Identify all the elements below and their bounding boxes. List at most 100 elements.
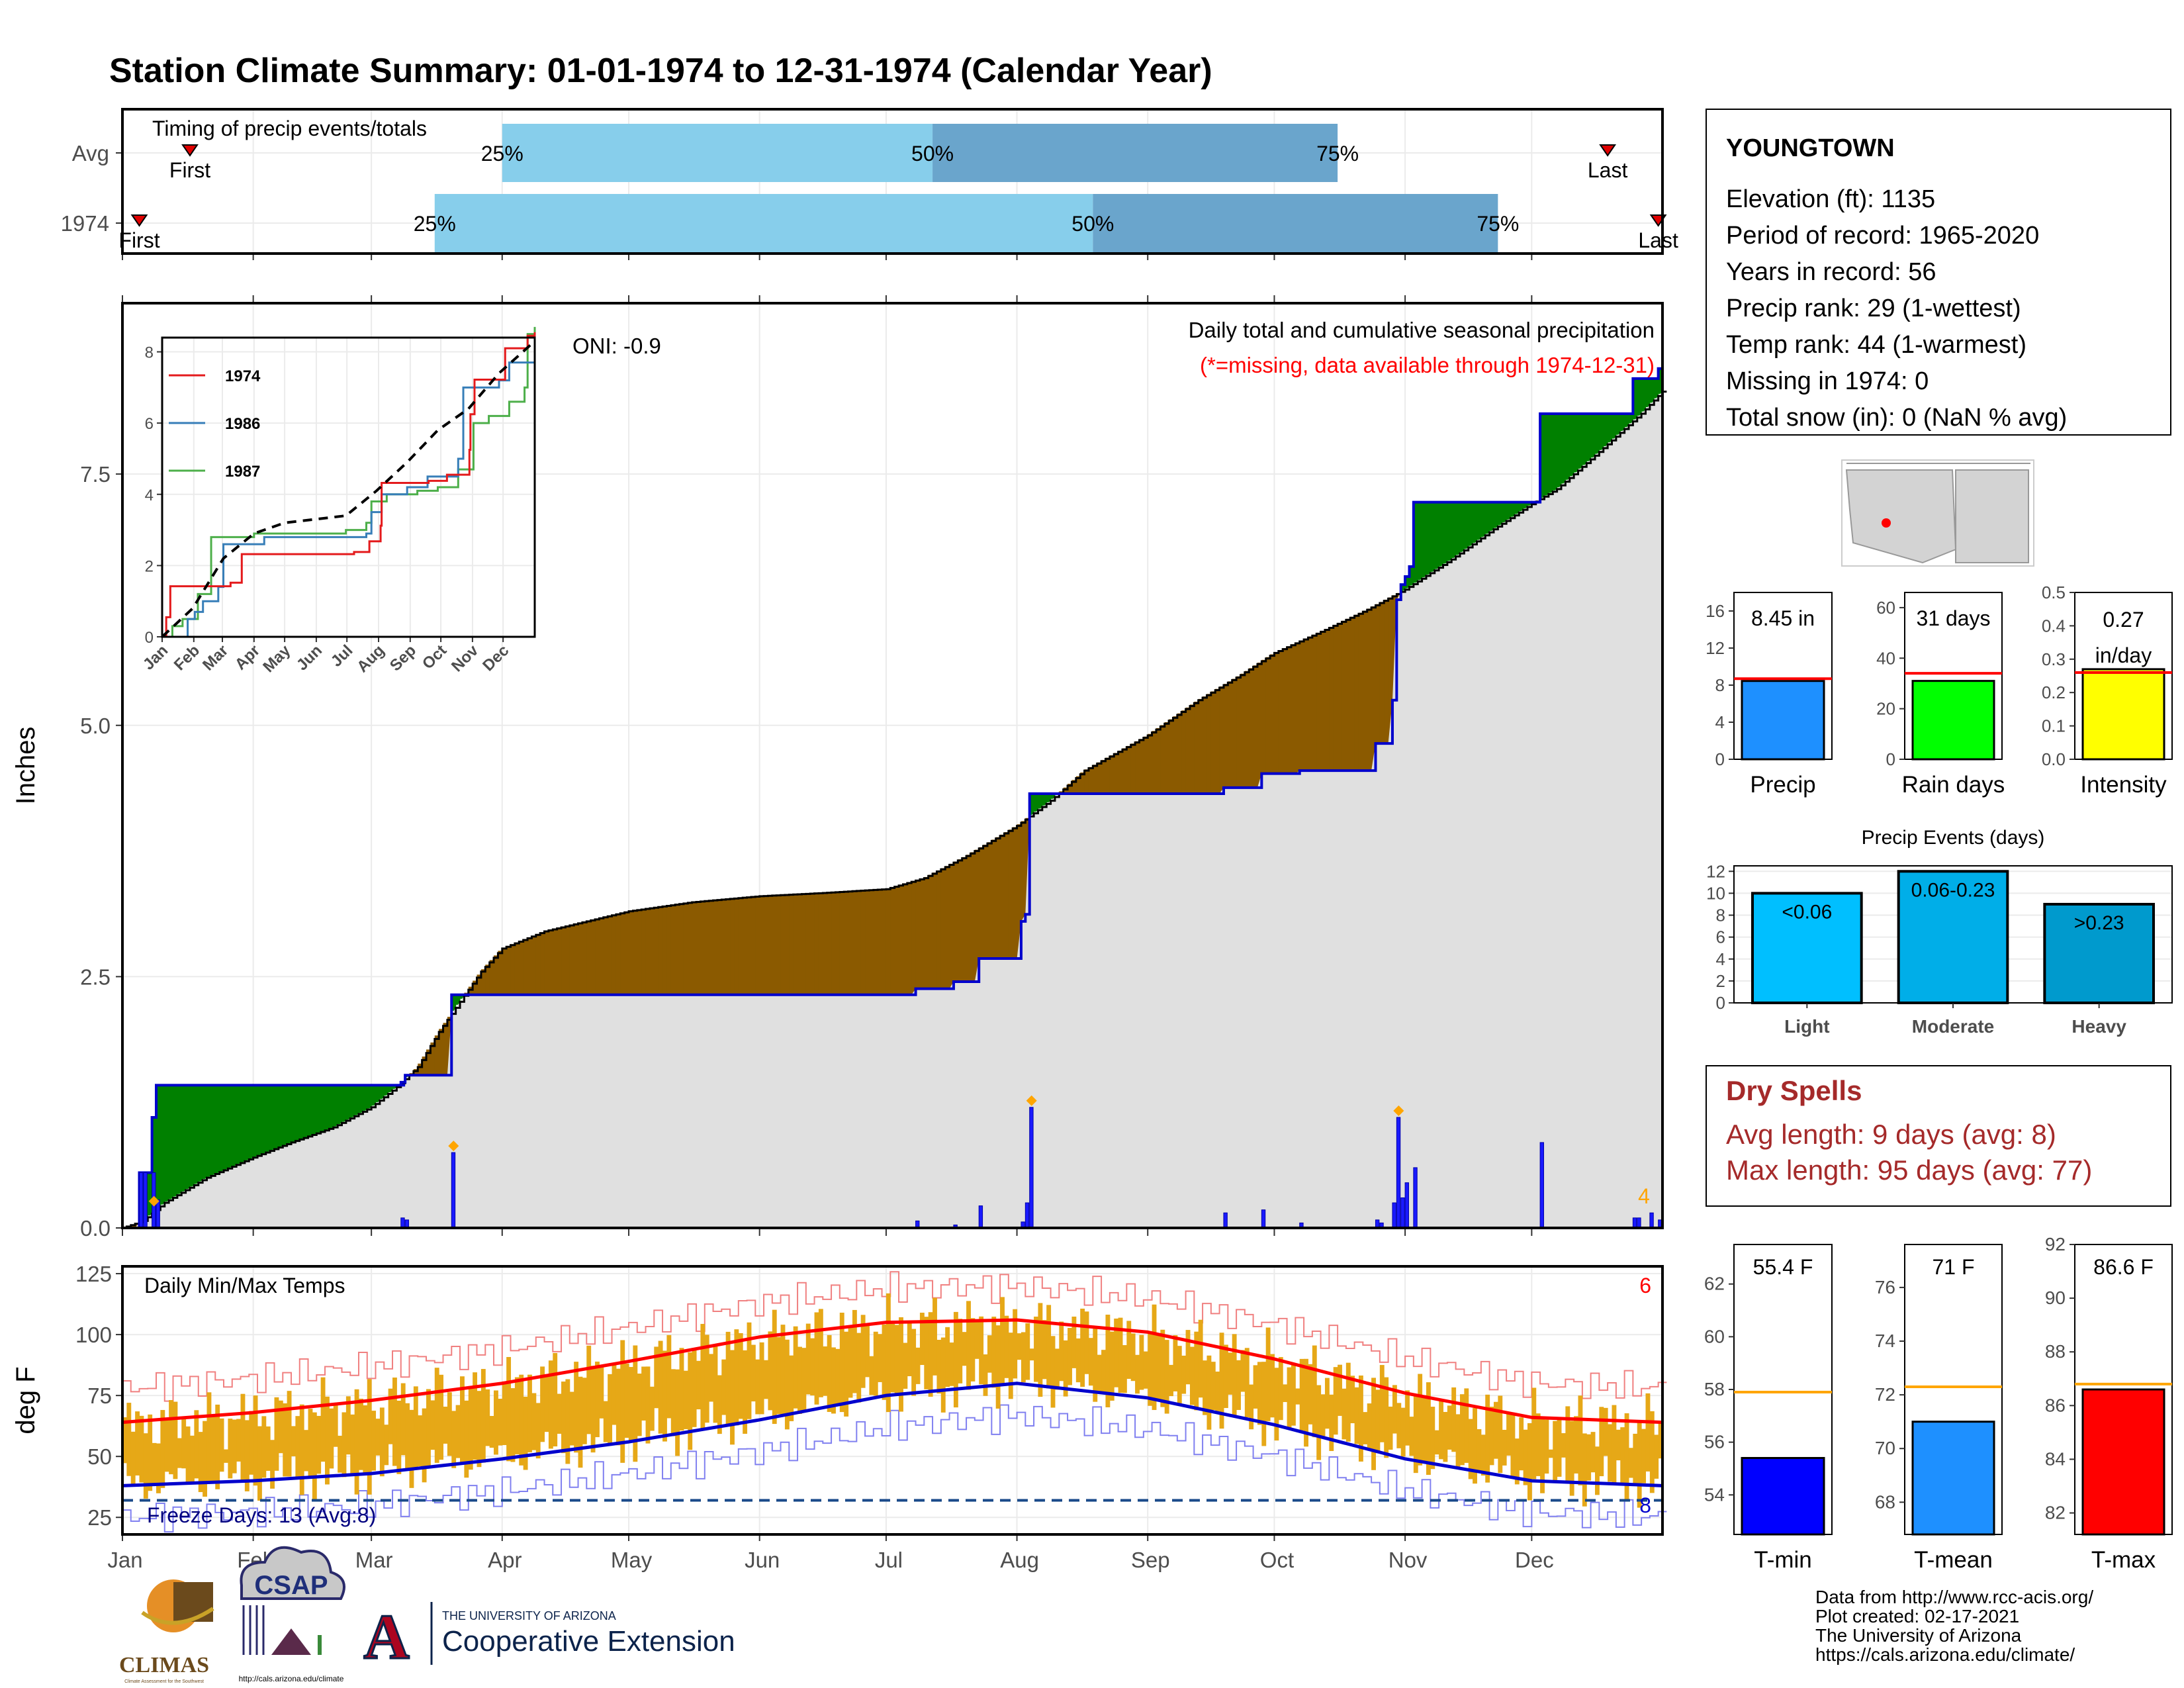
temp-cold-count: 8 bbox=[1639, 1493, 1651, 1517]
temp-daily-bar bbox=[1240, 1350, 1246, 1392]
temp-daily-bar bbox=[1135, 1354, 1140, 1394]
precip-anomaly-slice bbox=[215, 1085, 220, 1174]
temp-daily-bar bbox=[844, 1331, 849, 1417]
temp-daily-bar bbox=[654, 1346, 659, 1409]
temp-daily-bar bbox=[805, 1323, 811, 1395]
temp-daily-bar bbox=[1084, 1311, 1089, 1374]
events-y-tick-label: 2 bbox=[1716, 971, 1725, 991]
temp-daily-bar bbox=[995, 1325, 1001, 1409]
temp-daily-bar bbox=[1088, 1338, 1093, 1386]
temp-daily-bar bbox=[228, 1419, 233, 1479]
temp-daily-bar bbox=[1358, 1375, 1363, 1462]
events-bar bbox=[2043, 902, 2155, 1004]
precip-anomaly-slice bbox=[181, 1085, 187, 1192]
credit-line: Data from http://www.rcc-acis.org/ bbox=[1815, 1587, 2093, 1607]
temp-daily-bar bbox=[1569, 1421, 1574, 1496]
precip-anomaly-slice bbox=[341, 1085, 347, 1122]
temp-daily-bar bbox=[1143, 1351, 1148, 1389]
tmean-y-tick-label: 74 bbox=[1875, 1331, 1895, 1351]
temp-x-tick-label: Apr bbox=[488, 1548, 522, 1572]
credit-line: Plot created: 02-17-2021 bbox=[1815, 1606, 2019, 1626]
precip-anomaly-slice bbox=[1426, 502, 1431, 575]
precip-anomaly-slice bbox=[1109, 755, 1115, 794]
precip-anomaly-slice bbox=[384, 1085, 389, 1096]
temp-daily-bar bbox=[1493, 1401, 1498, 1459]
precip-daily-bar bbox=[1396, 1117, 1401, 1229]
precip-anomaly-slice bbox=[629, 911, 634, 995]
precip-anomaly-slice bbox=[882, 889, 887, 995]
precip-anomaly-slice bbox=[1338, 622, 1343, 771]
temp-daily-bar bbox=[498, 1399, 503, 1446]
temp-daily-bar bbox=[1455, 1414, 1461, 1467]
temp-daily-bar bbox=[316, 1415, 322, 1474]
precip-daily-bar bbox=[1029, 1107, 1034, 1229]
dry-spells-avg: Avg length: 9 days (avg: 8) bbox=[1726, 1119, 2056, 1150]
temp-daily-bar bbox=[1641, 1429, 1646, 1483]
precip-anomaly-slice bbox=[962, 857, 967, 982]
temp-daily-bar bbox=[1181, 1355, 1187, 1394]
precip-anomaly-slice bbox=[915, 880, 921, 989]
events-chart-title: Precip Events (days) bbox=[1862, 827, 2045, 849]
precip-anomaly-slice bbox=[844, 891, 849, 995]
temp-daily-bar bbox=[945, 1327, 950, 1387]
precip-anomaly-slice bbox=[1130, 743, 1136, 794]
temp-daily-bar bbox=[1430, 1407, 1435, 1470]
temp-daily-bar bbox=[156, 1443, 161, 1493]
precip-daily-bar bbox=[1637, 1217, 1641, 1229]
temp-daily-bar bbox=[1278, 1357, 1283, 1421]
precip-anomaly-slice bbox=[413, 1069, 418, 1076]
precip-anomaly-slice bbox=[1299, 640, 1304, 771]
precip-anomaly-slice bbox=[1434, 502, 1439, 569]
temp-daily-bar bbox=[1291, 1363, 1296, 1426]
precip-anomaly-slice bbox=[320, 1085, 326, 1131]
events-category-label: Heavy bbox=[2071, 1016, 2126, 1037]
climas-logo: CLIMAS Climate Assessment for the Southw… bbox=[119, 1579, 214, 1684]
temp-daily-bar bbox=[675, 1369, 680, 1456]
temp-daily-bar bbox=[210, 1414, 216, 1482]
temp-daily-bar bbox=[181, 1419, 187, 1469]
precip-anomaly-slice bbox=[540, 932, 545, 995]
credit-line: https://cals.arizona.edu/climate/ bbox=[1815, 1644, 2075, 1665]
temp-daily-bar bbox=[1236, 1360, 1241, 1410]
temp-daily-bar bbox=[295, 1416, 300, 1479]
csap-logo: CSAP http://cals.arizona.edu/climate bbox=[239, 1546, 345, 1683]
temp-daily-bar bbox=[1114, 1318, 1119, 1387]
precip-anomaly-slice bbox=[1223, 684, 1228, 788]
temp-daily-bar bbox=[1160, 1329, 1165, 1407]
precip-anomaly-slice bbox=[970, 852, 976, 982]
precip-anomaly-slice bbox=[704, 901, 709, 995]
temp-daily-bar bbox=[261, 1416, 267, 1478]
precip-anomaly-slice bbox=[535, 933, 541, 995]
temp-daily-bar bbox=[878, 1334, 883, 1382]
precip-anomaly-slice bbox=[1177, 713, 1182, 794]
precip-anomaly-slice bbox=[1464, 502, 1469, 549]
precip-anomaly-slice bbox=[738, 898, 743, 995]
temp-daily-bar bbox=[1189, 1346, 1195, 1405]
temp-daily-bar bbox=[839, 1313, 844, 1413]
temp-daily-bar bbox=[1392, 1385, 1397, 1434]
temp-daily-bar bbox=[1253, 1365, 1258, 1409]
temp-daily-bar bbox=[1148, 1333, 1153, 1406]
temp-daily-bar bbox=[1152, 1304, 1157, 1411]
precip-anomaly-slice bbox=[434, 1035, 439, 1076]
precip-daily-bar bbox=[139, 1172, 144, 1229]
rain_days-y-tick-label: 60 bbox=[1876, 598, 1895, 618]
precip-anomaly-slice bbox=[1042, 794, 1047, 806]
precip-anomaly-slice bbox=[1265, 657, 1271, 774]
precip-anomaly-slice bbox=[793, 894, 798, 995]
temp-daily-bar bbox=[747, 1322, 752, 1419]
temp-daily-bar bbox=[818, 1309, 823, 1397]
precip-anomaly-slice bbox=[1371, 606, 1377, 771]
temp-daily-bar bbox=[852, 1309, 857, 1393]
temp-daily-bar bbox=[1422, 1395, 1427, 1463]
temp-daily-bar bbox=[434, 1368, 439, 1463]
precip-anomaly-slice bbox=[743, 897, 748, 995]
temp-daily-bar bbox=[1506, 1411, 1511, 1456]
precip-heavy-marker bbox=[448, 1141, 459, 1152]
precip-anomaly-slice bbox=[1569, 414, 1574, 477]
precip-anomaly-slice bbox=[974, 849, 979, 982]
precip-anomaly-slice bbox=[473, 980, 478, 995]
temp-daily-bar bbox=[1615, 1429, 1621, 1461]
precip-anomaly-slice bbox=[827, 892, 832, 995]
temp-daily-bar bbox=[827, 1335, 832, 1412]
